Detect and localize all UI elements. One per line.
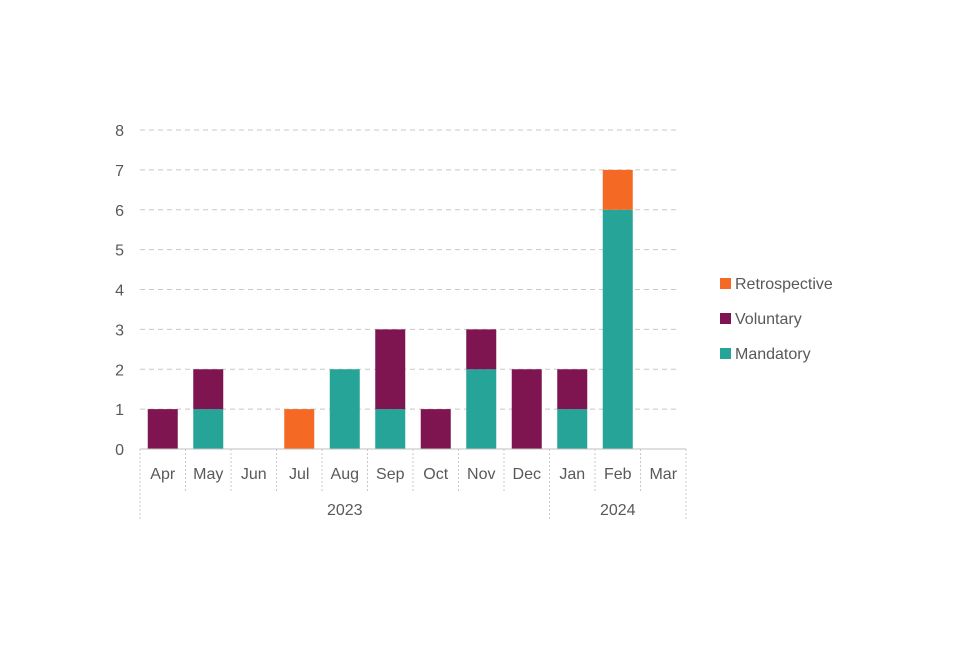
x-group-label: 2023 (327, 502, 363, 519)
y-tick-label: 1 (115, 402, 124, 419)
x-tick-label: Mar (649, 466, 677, 483)
bar-mandatory-nov (466, 369, 497, 449)
x-tick-label: Dec (513, 466, 541, 483)
x-tick-label: Aug (331, 466, 359, 483)
legend-label: Voluntary (735, 311, 802, 328)
x-tick-label: Jan (559, 466, 585, 483)
legend-swatch-voluntary (720, 313, 731, 324)
y-tick-label: 8 (115, 123, 124, 140)
bar-mandatory-jan (557, 409, 588, 449)
bar-retrospective-feb (602, 169, 633, 210)
legend-label: Mandatory (735, 346, 811, 363)
y-tick-label: 5 (115, 243, 124, 260)
bar-voluntary-sep (375, 329, 406, 410)
y-tick-label: 6 (115, 203, 124, 220)
y-tick-label: 4 (115, 283, 124, 300)
gridlines (140, 129, 680, 410)
x-group-label: 2024 (600, 502, 636, 519)
x-tick-label: May (193, 466, 223, 483)
bar-mandatory-feb (602, 209, 633, 449)
bar-voluntary-may (193, 369, 224, 410)
y-tick-label: 0 (115, 442, 124, 459)
bar-mandatory-aug (329, 369, 360, 449)
legend: Retrospective Voluntary Mandatory (720, 276, 833, 363)
x-tick-label: Jul (289, 466, 309, 483)
legend-swatch-retrospective (720, 278, 731, 289)
x-tick-label: Nov (467, 466, 495, 483)
x-tick-label: Sep (376, 466, 405, 483)
y-tick-label: 3 (115, 322, 124, 339)
bar-voluntary-dec (511, 369, 542, 449)
bar-voluntary-apr (147, 409, 178, 449)
y-axis-tick-labels: 0 1 2 3 4 5 6 7 8 (115, 123, 124, 459)
x-tick-label: Apr (150, 466, 176, 483)
x-tick-label: Oct (423, 466, 448, 483)
x-axis: Apr May Jun Jul Aug Sep Oct Nov Dec Jan Feb Mar 2023… (139, 448, 687, 521)
legend-label: Retrospective (735, 276, 833, 293)
bar-voluntary-nov (466, 329, 497, 370)
bar-mandatory-sep (375, 409, 406, 449)
x-tick-label: Feb (604, 466, 632, 483)
x-tick-label: Jun (241, 466, 267, 483)
bars (147, 169, 633, 449)
legend-swatch-mandatory (720, 348, 731, 359)
bar-retrospective-jul (284, 409, 315, 449)
y-tick-label: 7 (115, 163, 124, 180)
y-tick-label: 2 (115, 362, 124, 379)
bar-voluntary-jan (557, 369, 588, 410)
bar-voluntary-oct (420, 409, 451, 449)
bar-mandatory-may (193, 409, 224, 449)
